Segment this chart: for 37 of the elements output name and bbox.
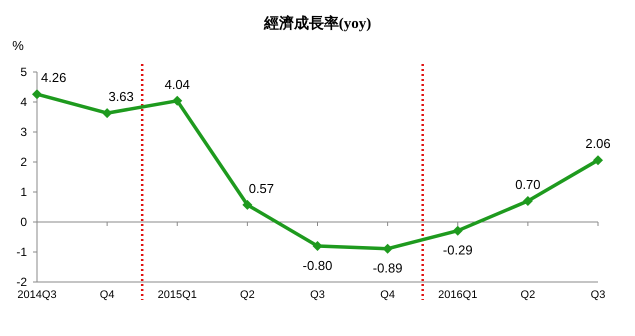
x-tick-label: 2015Q1 <box>158 289 197 301</box>
y-tick-label: 1 <box>20 185 28 199</box>
point <box>522 196 533 206</box>
y-tick-label: 5 <box>20 65 28 79</box>
data-label: 2.06 <box>585 136 611 152</box>
data-label: -0.89 <box>372 260 402 276</box>
y-tick-label: -1 <box>16 245 28 259</box>
data-label: 0.70 <box>515 177 541 192</box>
x-tick-label: Q3 <box>590 289 606 301</box>
point <box>32 89 42 100</box>
y-tick-label: 0 <box>20 215 28 229</box>
x-tick-label: Q4 <box>100 289 114 301</box>
point <box>452 226 463 236</box>
y-axis-title: % <box>12 38 24 53</box>
data-label: 4.26 <box>41 70 66 86</box>
point <box>242 200 252 210</box>
chart-title: 經濟成長率(yoy) <box>262 14 372 32</box>
data-label: -0.80 <box>302 258 332 273</box>
point <box>593 155 603 166</box>
data-label: 0.57 <box>248 180 274 196</box>
x-tick-label: Q2 <box>520 289 536 301</box>
point <box>102 108 112 118</box>
y-tick-label: 2 <box>20 155 28 169</box>
point <box>172 96 182 106</box>
y-tick-label: 4 <box>20 95 28 109</box>
data-label: 4.04 <box>164 76 190 92</box>
x-tick-label: Q3 <box>310 289 325 301</box>
y-tick-label: 3 <box>20 125 28 139</box>
point <box>382 244 393 254</box>
y-tick-label: -2 <box>16 275 28 289</box>
data-label: -0.29 <box>442 242 473 258</box>
x-tick-label: 2014Q3 <box>17 289 57 301</box>
x-tick-label: Q4 <box>380 289 395 301</box>
point <box>312 241 322 251</box>
x-tick-label: Q2 <box>240 289 255 301</box>
x-tick-label: 2016Q1 <box>438 289 478 301</box>
data-label: 3.63 <box>108 89 134 104</box>
